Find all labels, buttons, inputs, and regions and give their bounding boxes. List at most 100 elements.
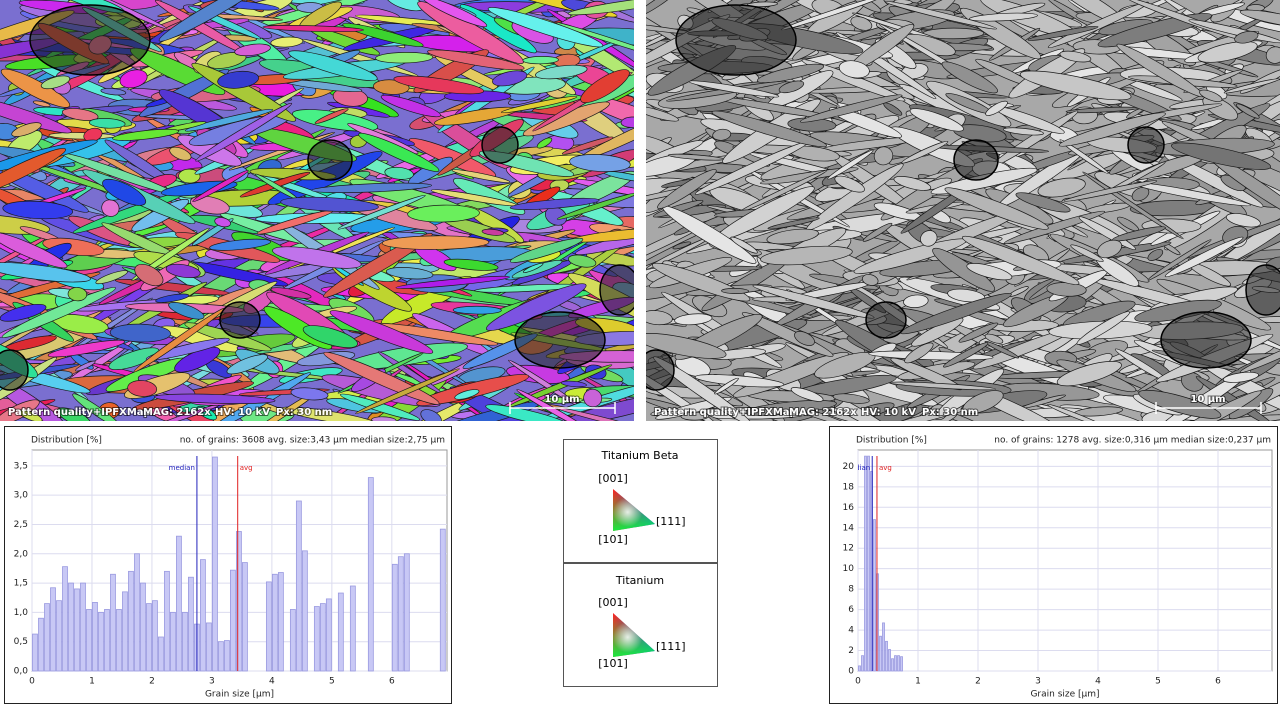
grain [481, 228, 505, 236]
grain [672, 241, 692, 250]
grain [941, 61, 998, 94]
grain [646, 0, 678, 18]
grain [544, 206, 568, 226]
grain [11, 122, 42, 137]
grain [373, 79, 410, 95]
grain [380, 94, 441, 118]
dark-region [219, 301, 261, 339]
grain [1138, 389, 1222, 419]
grain [72, 393, 122, 421]
dark-region [675, 4, 797, 76]
y-tick-label: 8 [848, 585, 854, 595]
grain [568, 254, 597, 268]
grain [1202, 96, 1238, 121]
y-tick-label: 12 [843, 544, 854, 554]
dark-region [599, 264, 634, 316]
marker-label: avg [240, 464, 253, 472]
grain [178, 168, 201, 184]
bar [319, 603, 326, 672]
grain [75, 360, 96, 372]
bar [295, 500, 302, 672]
grain [452, 305, 502, 315]
grain [694, 374, 785, 388]
grain [1058, 112, 1166, 147]
grain [153, 393, 276, 404]
dark-region [0, 349, 29, 391]
grain [893, 176, 932, 191]
grain [1188, 19, 1280, 44]
x-tick-label: 4 [1095, 677, 1101, 687]
chart-subtitle: no. of grains: 1278 avg. size:0,316 µm m… [994, 436, 1271, 446]
grain [657, 169, 717, 209]
grain [861, 274, 879, 286]
grain [487, 7, 604, 48]
grain [561, 136, 614, 155]
x-tick-label: 5 [1155, 677, 1161, 687]
bar [62, 566, 68, 672]
grain [443, 258, 499, 271]
dark-region [307, 139, 353, 181]
y-tick-label: 3,5 [14, 461, 28, 471]
bar [92, 602, 98, 672]
grain [184, 108, 274, 132]
bar [158, 636, 164, 672]
grain [583, 388, 603, 408]
bar [265, 581, 272, 672]
grain [901, 140, 949, 164]
grain [766, 228, 819, 245]
grain [89, 118, 126, 129]
x-tick-label: 3 [1035, 677, 1041, 687]
grain [711, 110, 828, 148]
grain [1070, 244, 1104, 263]
dark-region [1160, 311, 1252, 369]
grain [744, 400, 837, 416]
bar [182, 611, 188, 672]
bar [325, 598, 332, 672]
grain [646, 310, 673, 326]
grain [385, 267, 434, 280]
x-tick-label: 2 [149, 677, 155, 687]
bar [116, 609, 122, 672]
bar [888, 649, 891, 672]
grain [962, 390, 1004, 414]
grain [355, 368, 460, 415]
grain [767, 217, 820, 230]
caption: Pattern quality+IPFXMap [654, 407, 797, 418]
grain [1234, 30, 1259, 44]
grain [323, 232, 433, 298]
grain [500, 96, 578, 114]
grain [145, 337, 230, 361]
grain [1047, 404, 1107, 421]
grain [47, 339, 125, 358]
grain [522, 56, 559, 65]
grain [829, 107, 902, 138]
grain [0, 262, 91, 283]
histogram-chart: Distribution [%] no. of grains: 1278 avg.… [829, 426, 1278, 704]
y-tick-label: 1,5 [14, 579, 28, 589]
bar [218, 641, 224, 672]
bar [128, 570, 134, 672]
marker-label: avg [879, 464, 892, 472]
bar [134, 553, 140, 672]
legend-frame [563, 563, 718, 687]
plot-area [857, 449, 1273, 672]
bar [337, 592, 344, 672]
pole-label: [001] [598, 472, 628, 485]
x-tick-label: 5 [329, 677, 335, 687]
pole-label: [101] [598, 533, 628, 546]
magnification: MAG: 2162x [789, 407, 857, 418]
grain [451, 169, 511, 183]
bar [98, 611, 104, 672]
bar [206, 622, 212, 672]
grain [832, 393, 870, 404]
grain [569, 154, 631, 172]
y-tick-label: 0 [848, 667, 854, 677]
grain [0, 68, 71, 108]
grain [192, 170, 249, 202]
voltage: HV: 10 kV [215, 407, 270, 418]
grain [1235, 103, 1260, 119]
grain [234, 43, 271, 57]
grain [984, 333, 1004, 344]
